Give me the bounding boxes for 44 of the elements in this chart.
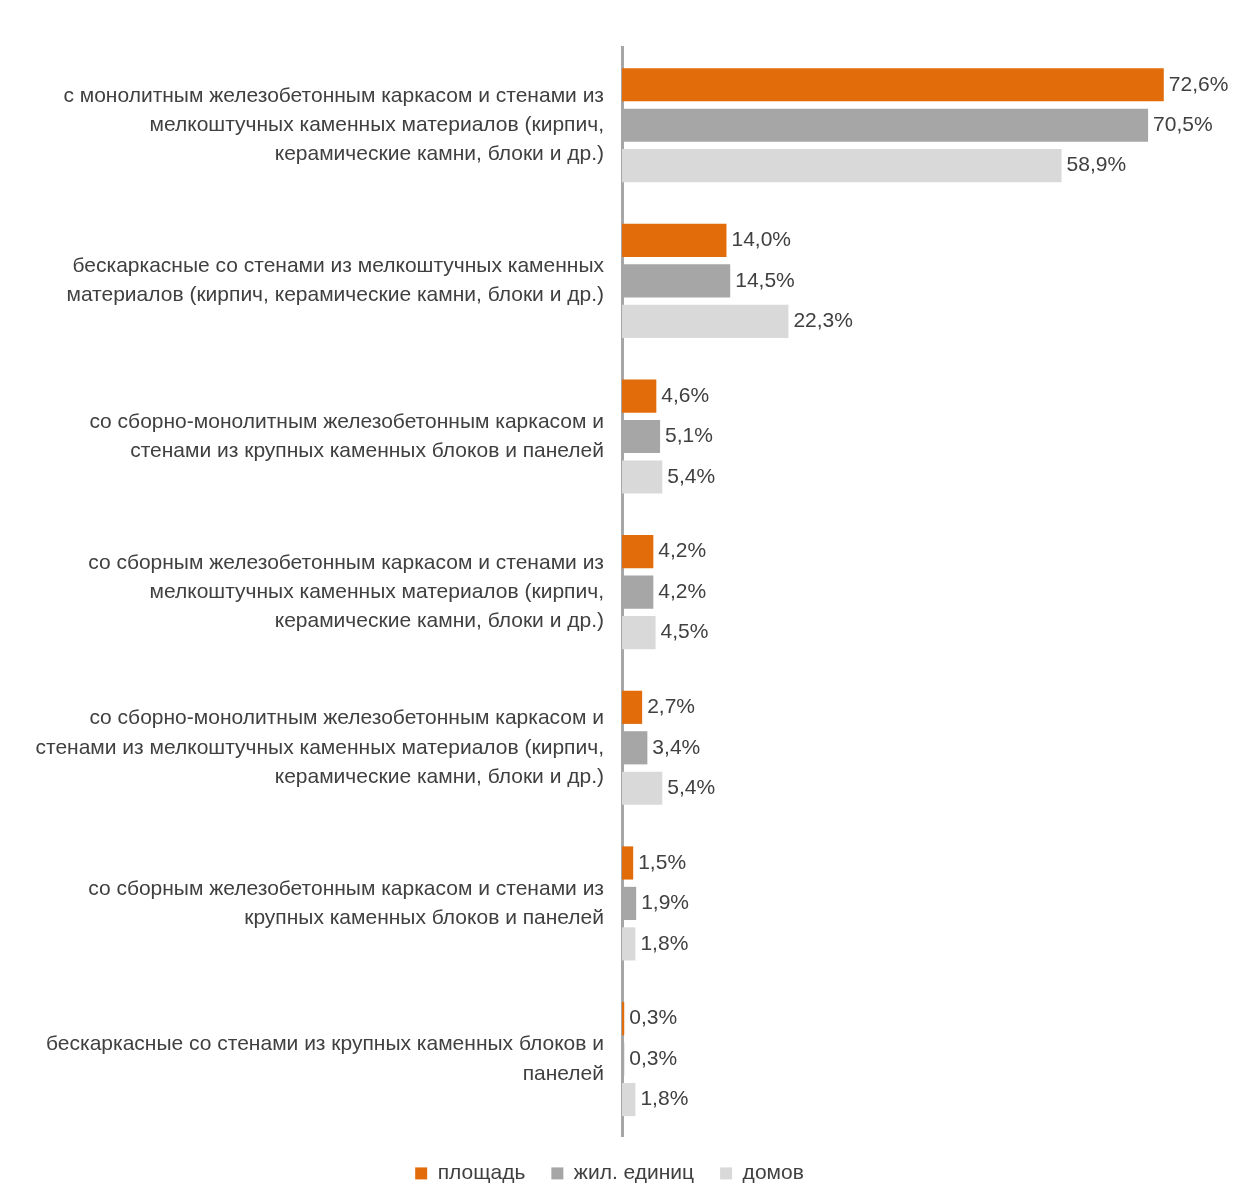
data-label: 70,5% bbox=[1153, 112, 1213, 136]
bar bbox=[622, 1082, 636, 1117]
y-tick-label: с монолитным железобетонным каркасом и стенами из мелкоштучных каменных материалов (кирпич, керамические камни, блоки и др.) bbox=[63, 82, 604, 165]
bar bbox=[622, 616, 656, 650]
y-tick-label: бескаркасные со стенами из крупных каменных блоков и панелей bbox=[46, 1031, 604, 1084]
y-tick-label: бескаркасные со стенами из мелкоштучных каменных материалов (кирпич, керамические камни, блоки и др.) bbox=[66, 252, 605, 306]
data-label: 58,9% bbox=[1066, 152, 1127, 176]
bar bbox=[622, 68, 1164, 102]
data-label: 22,3% bbox=[793, 308, 853, 332]
data-label: 1,5% bbox=[638, 849, 687, 873]
data-label: 0,3% bbox=[629, 1045, 678, 1069]
data-label: 4,2% bbox=[658, 578, 707, 602]
data-label: 72,6% bbox=[1168, 71, 1229, 95]
data-label: 14,0% bbox=[731, 227, 792, 251]
data-label: 4,5% bbox=[660, 619, 709, 643]
y-tick-label: со сборным железобетонным каркасом и стенами из мелкоштучных каменных материалов (кирпич, керамические камни, блоки и др.) bbox=[88, 549, 604, 632]
bar bbox=[622, 771, 663, 805]
data-label: 4,2% bbox=[658, 538, 707, 562]
legend-label: жил. единиц bbox=[573, 1160, 695, 1184]
data-label: 3,4% bbox=[652, 734, 701, 758]
legend-label: домов bbox=[742, 1160, 804, 1184]
bar bbox=[622, 535, 654, 569]
bar bbox=[622, 927, 636, 961]
data-label: 2,7% bbox=[647, 694, 696, 718]
bar bbox=[622, 846, 634, 880]
data-label: 1,8% bbox=[640, 930, 689, 954]
legend-label: площадь bbox=[437, 1160, 526, 1184]
data-label: 0,3% bbox=[629, 1005, 678, 1029]
bar bbox=[622, 149, 1062, 183]
data-label: 5,1% bbox=[665, 423, 713, 447]
data-label: 14,5% bbox=[735, 267, 795, 291]
bar bbox=[622, 460, 663, 494]
data-label: 5,4% bbox=[667, 775, 716, 799]
data-label: 5,4% bbox=[667, 463, 716, 487]
data-label: 1,9% bbox=[641, 890, 690, 914]
bar bbox=[622, 379, 657, 413]
bar bbox=[622, 304, 789, 338]
y-tick-label: со сборным железобетонным каркасом и стенами из крупных каменных блоков и панелей bbox=[88, 875, 604, 928]
data-label: 1,8% bbox=[640, 1086, 689, 1110]
bar bbox=[622, 223, 727, 257]
y-tick-label: со сборно-монолитным железобетонным каркасом и стенами из крупных каменных блоков и панелей bbox=[89, 408, 604, 461]
bar bbox=[622, 690, 643, 724]
data-label: 4,6% bbox=[661, 382, 710, 406]
y-tick-label: со сборно-монолитным железобетонным каркасом и стенами из мелкоштучных каменных материалов (кирпич, керамические камни, блоки и др.) bbox=[35, 705, 604, 787]
